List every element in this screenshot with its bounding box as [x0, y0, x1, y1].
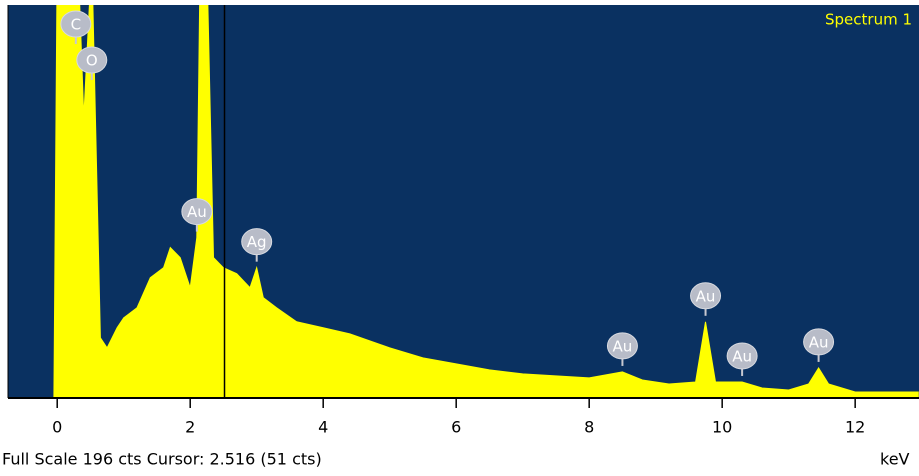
peak-label-text: C — [71, 16, 81, 34]
x-tick-label: 8 — [584, 418, 594, 437]
peak-label: Au — [803, 328, 835, 362]
peak-label-bubble — [690, 282, 722, 310]
x-tick-label: 6 — [451, 418, 461, 437]
peak-label: Au — [726, 342, 758, 376]
peak-label: O — [76, 46, 108, 80]
footer: Full Scale 196 cts Cursor: 2.516 (51 cts… — [2, 450, 322, 469]
peak-label-text: Au — [613, 337, 633, 355]
x-tick-label: 10 — [712, 418, 732, 437]
peak-label-bubble — [181, 198, 213, 226]
peak-label: Ag — [241, 228, 273, 262]
peak-label-bubble — [726, 342, 758, 370]
x-tick-label: 2 — [185, 418, 195, 437]
x-tick-label: 12 — [845, 418, 865, 437]
peak-label: Au — [606, 332, 638, 366]
peak-label-bubble — [241, 228, 273, 256]
peak-label-text: Au — [696, 287, 716, 305]
peak-label-bubble — [60, 10, 92, 38]
peak-label-text: O — [86, 52, 98, 70]
x-unit: keV — [880, 450, 910, 469]
peak-label-text: Au — [732, 347, 752, 365]
peak-label-text: Au — [187, 203, 207, 221]
x-tick-label: 0 — [52, 418, 62, 437]
peak-label-bubble — [606, 332, 638, 360]
peak-label-bubble — [803, 328, 835, 356]
peak-label-bubble — [76, 46, 108, 74]
peak-label: C — [60, 10, 92, 44]
peak-label: Au — [181, 198, 213, 232]
spectrum-area — [53, 5, 919, 398]
x-tick-label: 4 — [318, 418, 328, 437]
peak-label: Au — [690, 282, 722, 316]
peak-label-text: Ag — [247, 233, 267, 251]
peak-label-text: Au — [809, 333, 829, 351]
legend: Spectrum 1 — [825, 11, 912, 29]
